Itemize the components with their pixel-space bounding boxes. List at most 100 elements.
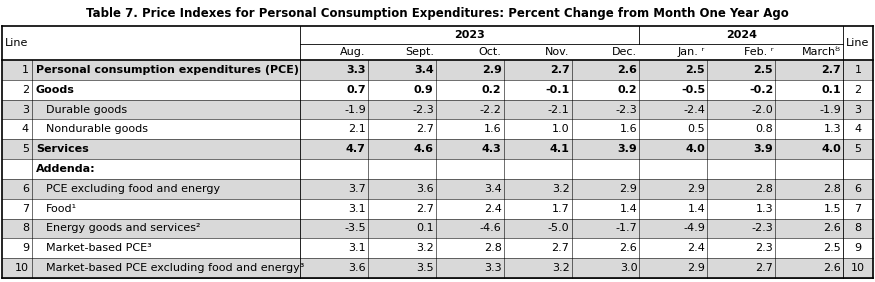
- Text: 2.5: 2.5: [823, 243, 841, 253]
- Text: 4.7: 4.7: [346, 144, 366, 154]
- Text: 3.4: 3.4: [484, 184, 501, 194]
- Text: Table 7. Price Indexes for Personal Consumption Expenditures: Percent Change fro: Table 7. Price Indexes for Personal Cons…: [86, 8, 789, 21]
- Text: 1.0: 1.0: [552, 124, 570, 134]
- Text: 4: 4: [22, 124, 29, 134]
- Text: 0.1: 0.1: [822, 85, 841, 95]
- Text: -4.6: -4.6: [480, 223, 501, 233]
- Text: 2.6: 2.6: [823, 263, 841, 273]
- Text: 2.4: 2.4: [688, 243, 705, 253]
- Text: Dec.: Dec.: [612, 47, 637, 57]
- Text: 3.1: 3.1: [348, 243, 366, 253]
- Text: 1.6: 1.6: [484, 124, 501, 134]
- Text: 1.7: 1.7: [552, 204, 570, 214]
- Text: 2.9: 2.9: [688, 184, 705, 194]
- Text: Addenda:: Addenda:: [36, 164, 95, 174]
- Text: 4: 4: [854, 124, 862, 134]
- Text: -0.1: -0.1: [545, 85, 570, 95]
- Text: 2.5: 2.5: [686, 65, 705, 75]
- Text: 7: 7: [854, 204, 862, 214]
- Bar: [2, 258, 873, 278]
- Text: 0.1: 0.1: [416, 223, 434, 233]
- Text: 2.6: 2.6: [620, 243, 637, 253]
- Text: 3.9: 3.9: [753, 144, 774, 154]
- Text: 0.7: 0.7: [346, 85, 366, 95]
- Text: Durable goods: Durable goods: [46, 105, 127, 114]
- Text: Oct.: Oct.: [479, 47, 501, 57]
- Text: 5: 5: [22, 144, 29, 154]
- Text: 2.7: 2.7: [416, 204, 434, 214]
- Text: 3.1: 3.1: [348, 204, 366, 214]
- Text: 3.3: 3.3: [484, 263, 501, 273]
- Text: 3.6: 3.6: [416, 184, 434, 194]
- Text: Aug.: Aug.: [340, 47, 366, 57]
- Text: Line: Line: [846, 38, 870, 48]
- Bar: [2, 199, 873, 219]
- Bar: [2, 179, 873, 199]
- Text: 1.4: 1.4: [620, 204, 637, 214]
- Text: 6: 6: [22, 184, 29, 194]
- Text: 2.9: 2.9: [688, 263, 705, 273]
- Text: Energy goods and services²: Energy goods and services²: [46, 223, 200, 233]
- Text: 1.6: 1.6: [620, 124, 637, 134]
- Text: -5.0: -5.0: [548, 223, 570, 233]
- Text: 2: 2: [854, 85, 862, 95]
- Text: 2.7: 2.7: [550, 65, 570, 75]
- Text: 2.8: 2.8: [823, 184, 841, 194]
- Text: 2.3: 2.3: [755, 243, 774, 253]
- Text: 4.0: 4.0: [685, 144, 705, 154]
- Text: -2.1: -2.1: [548, 105, 570, 114]
- Text: -4.9: -4.9: [683, 223, 705, 233]
- Text: 3: 3: [22, 105, 29, 114]
- Text: 4.1: 4.1: [550, 144, 570, 154]
- Text: 2.8: 2.8: [484, 243, 501, 253]
- Text: 2.7: 2.7: [416, 124, 434, 134]
- Text: Services: Services: [36, 144, 88, 154]
- Text: Sept.: Sept.: [405, 47, 434, 57]
- Text: 9: 9: [22, 243, 29, 253]
- Text: 0.2: 0.2: [618, 85, 637, 95]
- Text: -0.2: -0.2: [749, 85, 774, 95]
- Text: 4.0: 4.0: [822, 144, 841, 154]
- Text: 3.4: 3.4: [414, 65, 434, 75]
- Text: 1: 1: [855, 65, 862, 75]
- Text: 2.6: 2.6: [823, 223, 841, 233]
- Text: Nondurable goods: Nondurable goods: [46, 124, 148, 134]
- Text: 3.2: 3.2: [416, 243, 434, 253]
- Text: Jan. ʳ: Jan. ʳ: [678, 47, 705, 57]
- Text: PCE excluding food and energy: PCE excluding food and energy: [46, 184, 220, 194]
- Text: 1.5: 1.5: [823, 204, 841, 214]
- Bar: [2, 238, 873, 258]
- Text: -2.0: -2.0: [752, 105, 774, 114]
- Bar: [2, 139, 873, 159]
- Bar: [2, 219, 873, 238]
- Text: 4.6: 4.6: [414, 144, 434, 154]
- Text: -1.7: -1.7: [616, 223, 637, 233]
- Text: 2.7: 2.7: [822, 65, 841, 75]
- Text: 1.4: 1.4: [688, 204, 705, 214]
- Bar: [2, 80, 873, 100]
- Text: Food¹: Food¹: [46, 204, 77, 214]
- Text: 3.6: 3.6: [348, 263, 366, 273]
- Text: 1: 1: [22, 65, 29, 75]
- Text: 2023: 2023: [454, 30, 485, 40]
- Text: Market-based PCE³: Market-based PCE³: [46, 243, 151, 253]
- Text: Line: Line: [5, 38, 29, 48]
- Text: 2.7: 2.7: [755, 263, 774, 273]
- Text: -2.3: -2.3: [752, 223, 774, 233]
- Text: -2.3: -2.3: [412, 105, 434, 114]
- Text: 1.3: 1.3: [755, 204, 774, 214]
- Text: 7: 7: [22, 204, 29, 214]
- Text: 2.6: 2.6: [618, 65, 637, 75]
- Text: 2.4: 2.4: [484, 204, 501, 214]
- Text: 2.9: 2.9: [620, 184, 637, 194]
- Text: 10: 10: [15, 263, 29, 273]
- Text: 3.5: 3.5: [416, 263, 434, 273]
- Text: 0.2: 0.2: [482, 85, 501, 95]
- Text: 3.2: 3.2: [552, 184, 570, 194]
- Text: 2.5: 2.5: [753, 65, 774, 75]
- Text: 10: 10: [851, 263, 865, 273]
- Text: -2.2: -2.2: [480, 105, 501, 114]
- Text: 2.8: 2.8: [755, 184, 774, 194]
- Text: 3.0: 3.0: [620, 263, 637, 273]
- Text: 2.7: 2.7: [551, 243, 570, 253]
